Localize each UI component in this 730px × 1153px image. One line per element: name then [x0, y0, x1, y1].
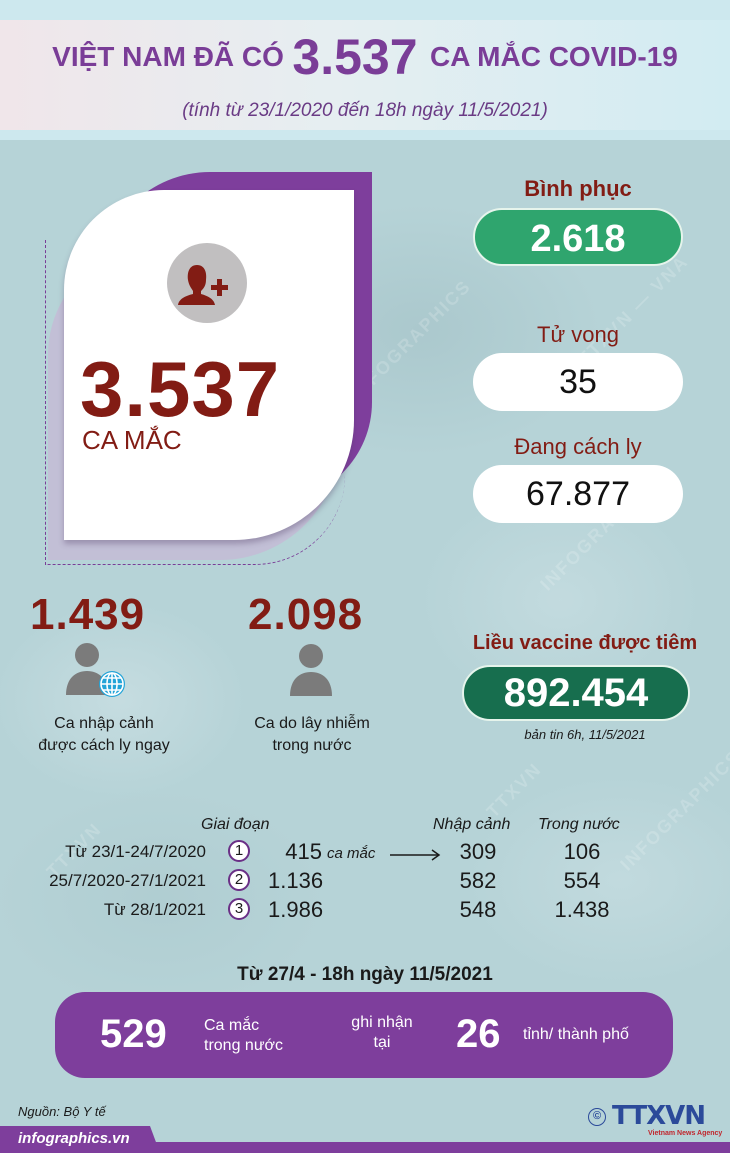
imported-cases-number: 1.439 [30, 590, 146, 639]
imported-cases-caption: Ca nhập cảnh được cách ly ngay [4, 713, 204, 757]
phase-imported: 548 [459, 897, 497, 922]
provinces-number: 26 [456, 1012, 501, 1056]
phase-imported: 582 [459, 868, 497, 893]
phase-period: 25/7/2020-27/1/2021 [49, 871, 206, 890]
user-plus-icon [167, 243, 247, 323]
watermark: INFOGRAPHICS [616, 745, 730, 875]
recorded-at-label: ghi nhận tại [342, 1013, 422, 1053]
watermark: TTXVN [482, 758, 546, 822]
title-suffix: CA MẮC COVID-19 [429, 41, 678, 72]
caption-line: được cách ly ngay [38, 737, 170, 754]
total-cases-label: CA MẮC [82, 425, 182, 455]
label-line: ghi nhận [351, 1014, 413, 1031]
recovered-value: 2.618 [473, 208, 683, 266]
header-top-band [0, 0, 730, 20]
ttxvn-logo: TTXVN [612, 1101, 706, 1131]
header [0, 20, 730, 130]
quarantine-label: Đang cách ly [514, 434, 642, 459]
copyright-icon: © [588, 1108, 606, 1126]
phase-domestic: 106 [563, 839, 601, 864]
recent-summary-pill [55, 992, 673, 1078]
phase-period: Từ 28/1/2021 [103, 900, 206, 919]
phase-index-badge: 3 [228, 898, 250, 920]
phase-header: Giai đoạn [201, 816, 270, 833]
phase-period: Từ 23/1-24/7/2020 [65, 842, 206, 861]
phase-index-badge: 1 [228, 840, 250, 862]
phase-total: 415 [285, 839, 322, 864]
phase-unit: ca mắc [327, 845, 376, 862]
recent-cases-number: 529 [100, 1012, 167, 1056]
title-number: 3.537 [292, 29, 418, 85]
ttxvn-logo-subtitle: Vietnam News Agency [648, 1130, 723, 1137]
vaccine-value: 892.454 [462, 665, 690, 721]
phase-total: 1.986 [268, 897, 324, 922]
quarantine-value: 67.877 [473, 465, 683, 523]
caption-line: trong nước [272, 737, 352, 754]
site-url[interactable]: infographics.vn [18, 1130, 130, 1147]
phase-domestic: 1.438 [554, 897, 610, 922]
title-prefix: VIỆT NAM ĐÃ CÓ [52, 41, 284, 72]
deaths-label: Tử vong [537, 322, 619, 347]
deaths-value: 35 [473, 353, 683, 411]
card-dashed-outline [45, 240, 345, 565]
vaccine-title: Liều vaccine được tiêm [472, 632, 698, 654]
arrow-right-icon [390, 849, 441, 861]
footer-band [0, 1142, 730, 1153]
header-bottom-band [0, 130, 730, 140]
footer-tab [0, 1126, 160, 1153]
label-line: trong nước [204, 1037, 284, 1054]
recent-period-title: Từ 27/4 - 18h ngày 11/5/2021 [237, 964, 493, 985]
phase-imported: 309 [459, 839, 497, 864]
phase-index-badge: 2 [228, 869, 250, 891]
caption-line: Ca do lây nhiễm [254, 715, 370, 732]
domestic-cases-caption: Ca do lây nhiễm trong nước [212, 713, 412, 757]
user-icon [288, 642, 334, 703]
label-line: tại [373, 1034, 391, 1051]
user-globe-icon [62, 640, 132, 705]
caption-line: Ca nhập cảnh [54, 715, 154, 732]
domestic-cases-number: 2.098 [248, 590, 364, 639]
phase-total: 1.136 [268, 868, 324, 893]
phase-domestic: 554 [563, 868, 601, 893]
domestic-header: Trong nước [538, 816, 620, 833]
recent-cases-label: Ca mắc trong nước [204, 1016, 283, 1056]
vaccine-note: bản tin 6h, 11/5/2021 [524, 727, 646, 742]
source-note: Nguồn: Bộ Y tế [18, 1104, 106, 1119]
total-cases-number: 3.537 [80, 345, 281, 433]
imported-header: Nhập cảnh [433, 816, 511, 833]
label-line: Ca mắc [204, 1017, 260, 1034]
page-subtitle: (tính từ 23/1/2020 đến 18h ngày 11/5/202… [182, 100, 548, 121]
provinces-label: tỉnh/ thành phố [523, 1026, 629, 1043]
recovered-label: Bình phục [524, 176, 632, 201]
page-title: VIỆT NAM ĐÃ CÓ 3.537 CA MẮC COVID-19 [0, 28, 730, 86]
